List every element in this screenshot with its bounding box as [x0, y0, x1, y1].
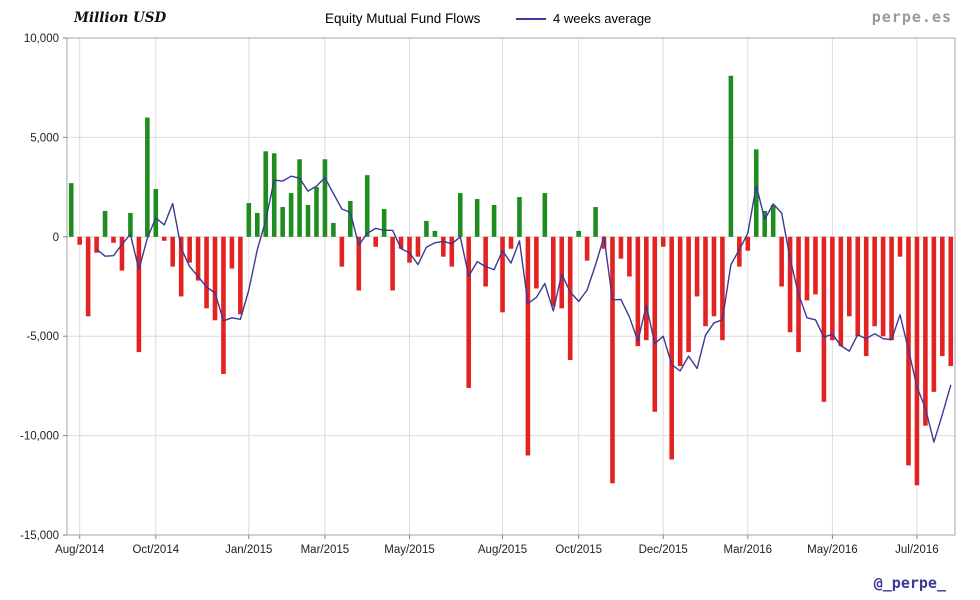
y-axis-title: Million USD: [74, 10, 167, 26]
svg-text:May/2015: May/2015: [384, 544, 435, 556]
svg-text:May/2016: May/2016: [807, 544, 858, 556]
watermark-logo: perpe.es: [871, 8, 952, 26]
svg-text:Oct/2014: Oct/2014: [132, 544, 179, 556]
twitter-handle: @_perpe_: [873, 574, 946, 592]
svg-text:10,000: 10,000: [24, 33, 59, 45]
svg-text:0: 0: [53, 232, 59, 244]
legend: 4 weeks average: [516, 11, 651, 26]
svg-text:Mar/2016: Mar/2016: [724, 544, 773, 556]
svg-text:Mar/2015: Mar/2015: [301, 544, 350, 556]
svg-text:Jul/2016: Jul/2016: [895, 544, 938, 556]
svg-text:Aug/2015: Aug/2015: [478, 544, 527, 556]
svg-text:Aug/2014: Aug/2014: [55, 544, 105, 556]
chart-title: Equity Mutual Fund Flows: [325, 11, 481, 26]
svg-text:-10,000: -10,000: [20, 431, 59, 443]
legend-label: 4 weeks average: [553, 11, 652, 26]
svg-text:-15,000: -15,000: [20, 530, 59, 542]
legend-line-swatch: [516, 17, 546, 20]
svg-text:Jan/2015: Jan/2015: [225, 544, 272, 556]
svg-text:Oct/2015: Oct/2015: [555, 544, 602, 556]
svg-text:Dec/2015: Dec/2015: [639, 544, 688, 556]
svg-text:5,000: 5,000: [30, 132, 59, 144]
svg-text:-5,000: -5,000: [26, 331, 59, 343]
